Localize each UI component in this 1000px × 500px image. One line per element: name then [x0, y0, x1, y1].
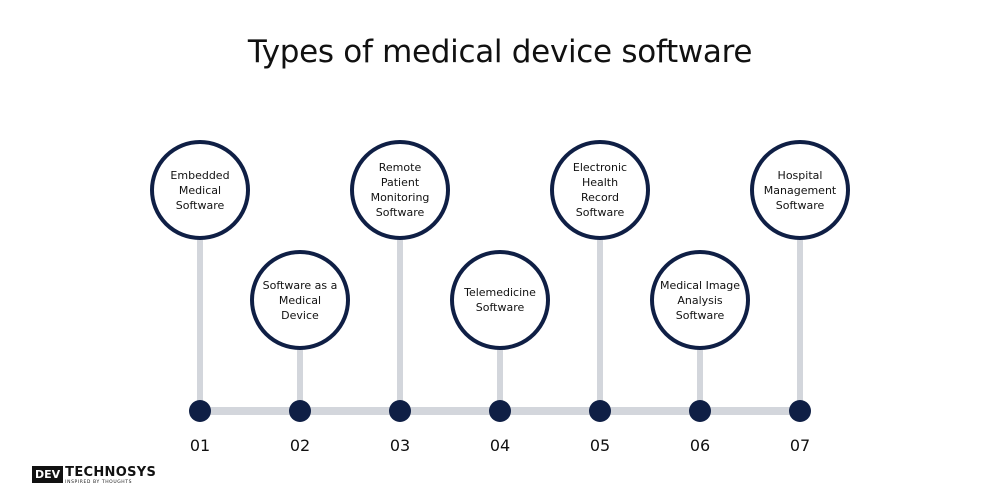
- step-connector-04: [497, 348, 503, 411]
- logo-tagline: INSPIRED BY THOUGHTS: [65, 480, 133, 485]
- step-label: Remote Patient Monitoring Software: [370, 161, 430, 219]
- step-dot-01: [189, 400, 211, 422]
- logo-mark: DEV: [32, 466, 64, 483]
- step-dot-06: [689, 400, 711, 422]
- logo: DEV TECHNOSYS INSPIRED BY THOUGHTS: [32, 466, 156, 488]
- step-circle-05: Electronic Health Record Software: [550, 140, 650, 240]
- step-label: Telemedicine Software: [464, 286, 536, 314]
- step-connector-06: [697, 348, 703, 411]
- step-connector-02: [297, 348, 303, 411]
- step-dot-04: [489, 400, 511, 422]
- step-number: 06: [689, 436, 711, 455]
- step-dot-03: [389, 400, 411, 422]
- step-number: 01: [189, 436, 211, 455]
- step-circle-07: Hospital Management Software: [750, 140, 850, 240]
- step-number: 02: [289, 436, 311, 455]
- step-number: 07: [789, 436, 811, 455]
- step-connector-07: [797, 238, 803, 411]
- step-circle-03: Remote Patient Monitoring Software: [350, 140, 450, 240]
- step-label: Electronic Health Record Software: [572, 161, 628, 219]
- step-label: Medical Image Analysis Software: [659, 278, 741, 322]
- page-title: Types of medical device software: [247, 34, 753, 70]
- step-label: Embedded Medical Software: [170, 168, 230, 212]
- step-number: 05: [589, 436, 611, 455]
- step-dot-02: [289, 400, 311, 422]
- step-connector-03: [397, 238, 403, 411]
- step-dot-07: [789, 400, 811, 422]
- step-connector-05: [597, 238, 603, 411]
- step-circle-01: Embedded Medical Software: [150, 140, 250, 240]
- logo-name: TECHNOSYS: [65, 465, 157, 480]
- step-connector-01: [197, 238, 203, 411]
- step-circle-02: Software as a Medical Device: [250, 250, 350, 350]
- step-label: Hospital Management Software: [763, 168, 837, 212]
- step-number: 04: [489, 436, 511, 455]
- step-number: 03: [389, 436, 411, 455]
- step-dot-05: [589, 400, 611, 422]
- step-label: Software as a Medical Device: [262, 278, 338, 322]
- step-circle-04: Telemedicine Software: [450, 250, 550, 350]
- step-circle-06: Medical Image Analysis Software: [650, 250, 750, 350]
